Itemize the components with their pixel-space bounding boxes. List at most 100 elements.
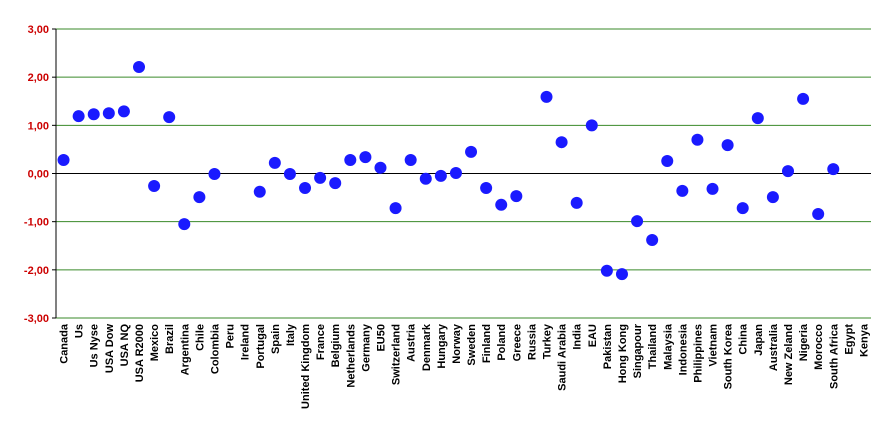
dot	[751, 112, 764, 125]
dot	[600, 264, 613, 277]
dot	[374, 161, 387, 174]
x-tick-label: Ireland	[240, 324, 252, 360]
dot	[465, 145, 478, 158]
x-tick-label: France	[315, 324, 327, 360]
x-tick-label: Morocco	[813, 324, 825, 370]
dot	[570, 196, 583, 209]
x-tick-label: Portugal	[255, 324, 267, 369]
dot	[781, 165, 794, 178]
dot	[329, 177, 342, 190]
dot	[404, 154, 417, 167]
x-tick-label: Saudi Arabia	[557, 323, 569, 391]
y-tick-label: 0,00	[28, 169, 49, 181]
x-tick-label: Brazil	[164, 324, 176, 354]
x-tick-label: China	[738, 323, 750, 354]
x-tick-label: Switzerland	[391, 324, 403, 385]
dot	[268, 156, 281, 169]
x-tick-label: Us Nyse	[89, 324, 101, 367]
x-tick-label: Spain	[270, 324, 282, 354]
dot	[646, 233, 659, 246]
x-tick-label: Greece	[511, 324, 523, 361]
dot	[193, 191, 206, 204]
x-tick-label: Norway	[451, 323, 463, 364]
dot	[585, 119, 598, 132]
dot	[827, 163, 840, 176]
x-tick-label: India	[572, 323, 584, 350]
x-tick-label: South Africa	[828, 323, 840, 389]
dot	[87, 108, 100, 121]
dot	[253, 185, 266, 198]
x-tick-label: Canada	[59, 323, 71, 364]
dot	[510, 190, 523, 203]
y-tick-label: 2,00	[28, 72, 49, 84]
dot	[661, 154, 674, 167]
x-tick-label: Peru	[225, 324, 237, 348]
dot	[540, 90, 553, 103]
x-tick-label: USA R2000	[134, 324, 146, 382]
x-tick-label: Turkey	[542, 323, 554, 359]
dot	[299, 181, 312, 194]
dot	[344, 154, 357, 167]
x-tick-label: Japan	[753, 324, 765, 356]
x-tick-label: Colombia	[209, 323, 221, 374]
dot	[495, 198, 508, 211]
dot	[676, 184, 689, 197]
x-tick-label: Poland	[496, 324, 508, 361]
x-tick-label: Germany	[360, 323, 372, 372]
x-tick-label: Chile	[194, 324, 206, 351]
x-tick-label: USA NQ	[119, 324, 131, 367]
dot	[797, 92, 810, 105]
x-tick-label: South Korea	[723, 323, 735, 389]
x-tick-label: Philippines	[692, 324, 704, 383]
y-tick-label: -1,00	[24, 217, 49, 229]
dot	[721, 139, 734, 152]
x-tick-label: Finland	[481, 324, 493, 363]
x-tick-label: Netherlands	[345, 324, 357, 388]
x-tick-label: Russia	[526, 323, 538, 360]
x-tick-label: New Zeland	[783, 324, 795, 385]
x-tick-label: Kenya	[858, 323, 870, 357]
x-tick-label: Austria	[406, 323, 418, 362]
x-tick-label: Hong Kong	[617, 324, 629, 383]
x-tick-label: USA Dow	[104, 324, 116, 374]
x-tick-label: Vietnam	[708, 324, 720, 367]
dot	[102, 107, 115, 120]
dot	[766, 191, 779, 204]
x-tick-label: Sweden	[466, 324, 478, 366]
dot	[148, 180, 161, 193]
dot	[117, 105, 130, 118]
y-tick-label: 3,00	[28, 24, 49, 36]
dot	[208, 167, 221, 180]
x-tick-label: Indonesia	[677, 323, 689, 375]
x-tick-label: Australia	[768, 323, 780, 371]
dot	[812, 207, 825, 220]
dot	[615, 268, 628, 281]
y-tick-label: -2,00	[24, 265, 49, 277]
x-tick-label: Pakistan	[602, 324, 614, 370]
x-tick-label: Argentina	[179, 323, 191, 375]
dot	[178, 218, 191, 231]
y-tick-label: -3,00	[24, 313, 49, 325]
dot	[359, 151, 372, 164]
dot	[283, 167, 296, 180]
x-tick-label: EAU	[587, 324, 599, 347]
x-tick-label: Mexico	[149, 324, 161, 362]
x-tick-label: Italy	[285, 323, 297, 346]
x-tick-label: Us	[74, 324, 86, 338]
x-tick-label: Hungary	[436, 323, 448, 369]
dot	[419, 172, 432, 185]
dot	[72, 110, 85, 123]
dot	[163, 111, 176, 124]
x-tick-label: Singapour	[632, 323, 644, 378]
dot	[736, 202, 749, 215]
dot	[314, 171, 327, 184]
x-tick-label: Malaysia	[662, 323, 674, 370]
dot	[691, 133, 704, 146]
x-tick-label: Belgium	[330, 324, 342, 368]
dot	[706, 182, 719, 195]
x-tick-label: Denmark	[421, 323, 433, 371]
y-tick-label: 1,00	[28, 120, 49, 132]
dot	[555, 136, 568, 149]
dot	[57, 154, 70, 167]
